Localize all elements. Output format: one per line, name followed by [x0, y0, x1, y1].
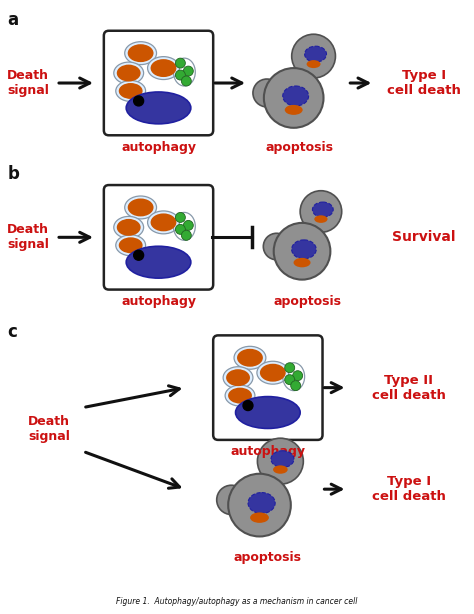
Ellipse shape — [237, 349, 263, 367]
Text: Type II
cell death: Type II cell death — [372, 374, 446, 402]
Ellipse shape — [151, 59, 176, 77]
Circle shape — [175, 70, 185, 80]
Circle shape — [228, 474, 291, 537]
Text: a: a — [8, 11, 18, 29]
Circle shape — [264, 68, 324, 128]
Ellipse shape — [226, 369, 250, 386]
Ellipse shape — [117, 219, 141, 236]
Ellipse shape — [225, 385, 255, 406]
Text: autophagy: autophagy — [121, 141, 196, 154]
Circle shape — [182, 76, 191, 86]
Text: Death
signal: Death signal — [7, 223, 49, 251]
Ellipse shape — [236, 397, 300, 429]
Ellipse shape — [273, 465, 288, 474]
Ellipse shape — [125, 42, 156, 64]
Text: autophagy: autophagy — [230, 445, 305, 459]
Ellipse shape — [151, 214, 176, 231]
Ellipse shape — [283, 86, 309, 106]
Ellipse shape — [114, 216, 144, 238]
Ellipse shape — [114, 62, 144, 84]
FancyBboxPatch shape — [104, 31, 213, 135]
Text: apoptosis: apoptosis — [265, 141, 334, 154]
Circle shape — [300, 191, 342, 232]
Ellipse shape — [234, 346, 266, 369]
Text: Survival: Survival — [392, 230, 456, 244]
Circle shape — [182, 230, 191, 240]
Text: Type I
cell death: Type I cell death — [387, 69, 461, 97]
Text: Figure 1.  Autophagy/autophagy as a mechanism in cancer cell: Figure 1. Autophagy/autophagy as a mecha… — [116, 597, 358, 605]
Ellipse shape — [305, 46, 327, 62]
Text: apoptosis: apoptosis — [273, 295, 342, 308]
Circle shape — [175, 58, 185, 68]
Ellipse shape — [260, 363, 286, 382]
Ellipse shape — [116, 235, 146, 256]
Ellipse shape — [147, 211, 179, 234]
Text: c: c — [8, 323, 18, 341]
Text: Type I
cell death: Type I cell death — [372, 475, 446, 503]
Circle shape — [134, 96, 144, 106]
Circle shape — [264, 233, 290, 260]
Ellipse shape — [314, 216, 328, 223]
Ellipse shape — [128, 44, 154, 62]
Circle shape — [285, 363, 295, 373]
Text: autophagy: autophagy — [121, 295, 196, 308]
Circle shape — [257, 438, 303, 484]
FancyBboxPatch shape — [104, 185, 213, 290]
Ellipse shape — [228, 387, 252, 403]
Circle shape — [285, 375, 295, 384]
Text: Death
signal: Death signal — [7, 69, 49, 97]
Circle shape — [273, 223, 330, 279]
Ellipse shape — [271, 451, 294, 467]
FancyBboxPatch shape — [213, 335, 322, 440]
Ellipse shape — [307, 60, 320, 68]
Ellipse shape — [128, 198, 154, 216]
Ellipse shape — [117, 64, 141, 82]
Circle shape — [293, 371, 302, 381]
Circle shape — [291, 381, 301, 391]
Circle shape — [217, 485, 246, 515]
Circle shape — [253, 79, 281, 107]
Circle shape — [243, 400, 253, 411]
Circle shape — [292, 34, 336, 78]
Ellipse shape — [250, 513, 269, 523]
Circle shape — [183, 220, 193, 230]
Ellipse shape — [257, 361, 289, 384]
Ellipse shape — [223, 367, 253, 389]
Text: Death
signal: Death signal — [28, 416, 70, 443]
Ellipse shape — [293, 258, 310, 267]
Ellipse shape — [116, 80, 146, 101]
Ellipse shape — [312, 202, 333, 217]
Ellipse shape — [248, 492, 275, 513]
Circle shape — [175, 224, 185, 235]
Ellipse shape — [285, 105, 302, 115]
Circle shape — [183, 66, 193, 76]
Ellipse shape — [119, 238, 143, 253]
Text: apoptosis: apoptosis — [234, 551, 302, 564]
Text: b: b — [8, 165, 19, 182]
Ellipse shape — [292, 240, 316, 259]
Ellipse shape — [125, 196, 156, 219]
Circle shape — [175, 212, 185, 222]
Ellipse shape — [147, 56, 179, 80]
Circle shape — [134, 251, 144, 260]
Ellipse shape — [126, 246, 191, 278]
Ellipse shape — [119, 83, 143, 99]
Ellipse shape — [126, 92, 191, 124]
